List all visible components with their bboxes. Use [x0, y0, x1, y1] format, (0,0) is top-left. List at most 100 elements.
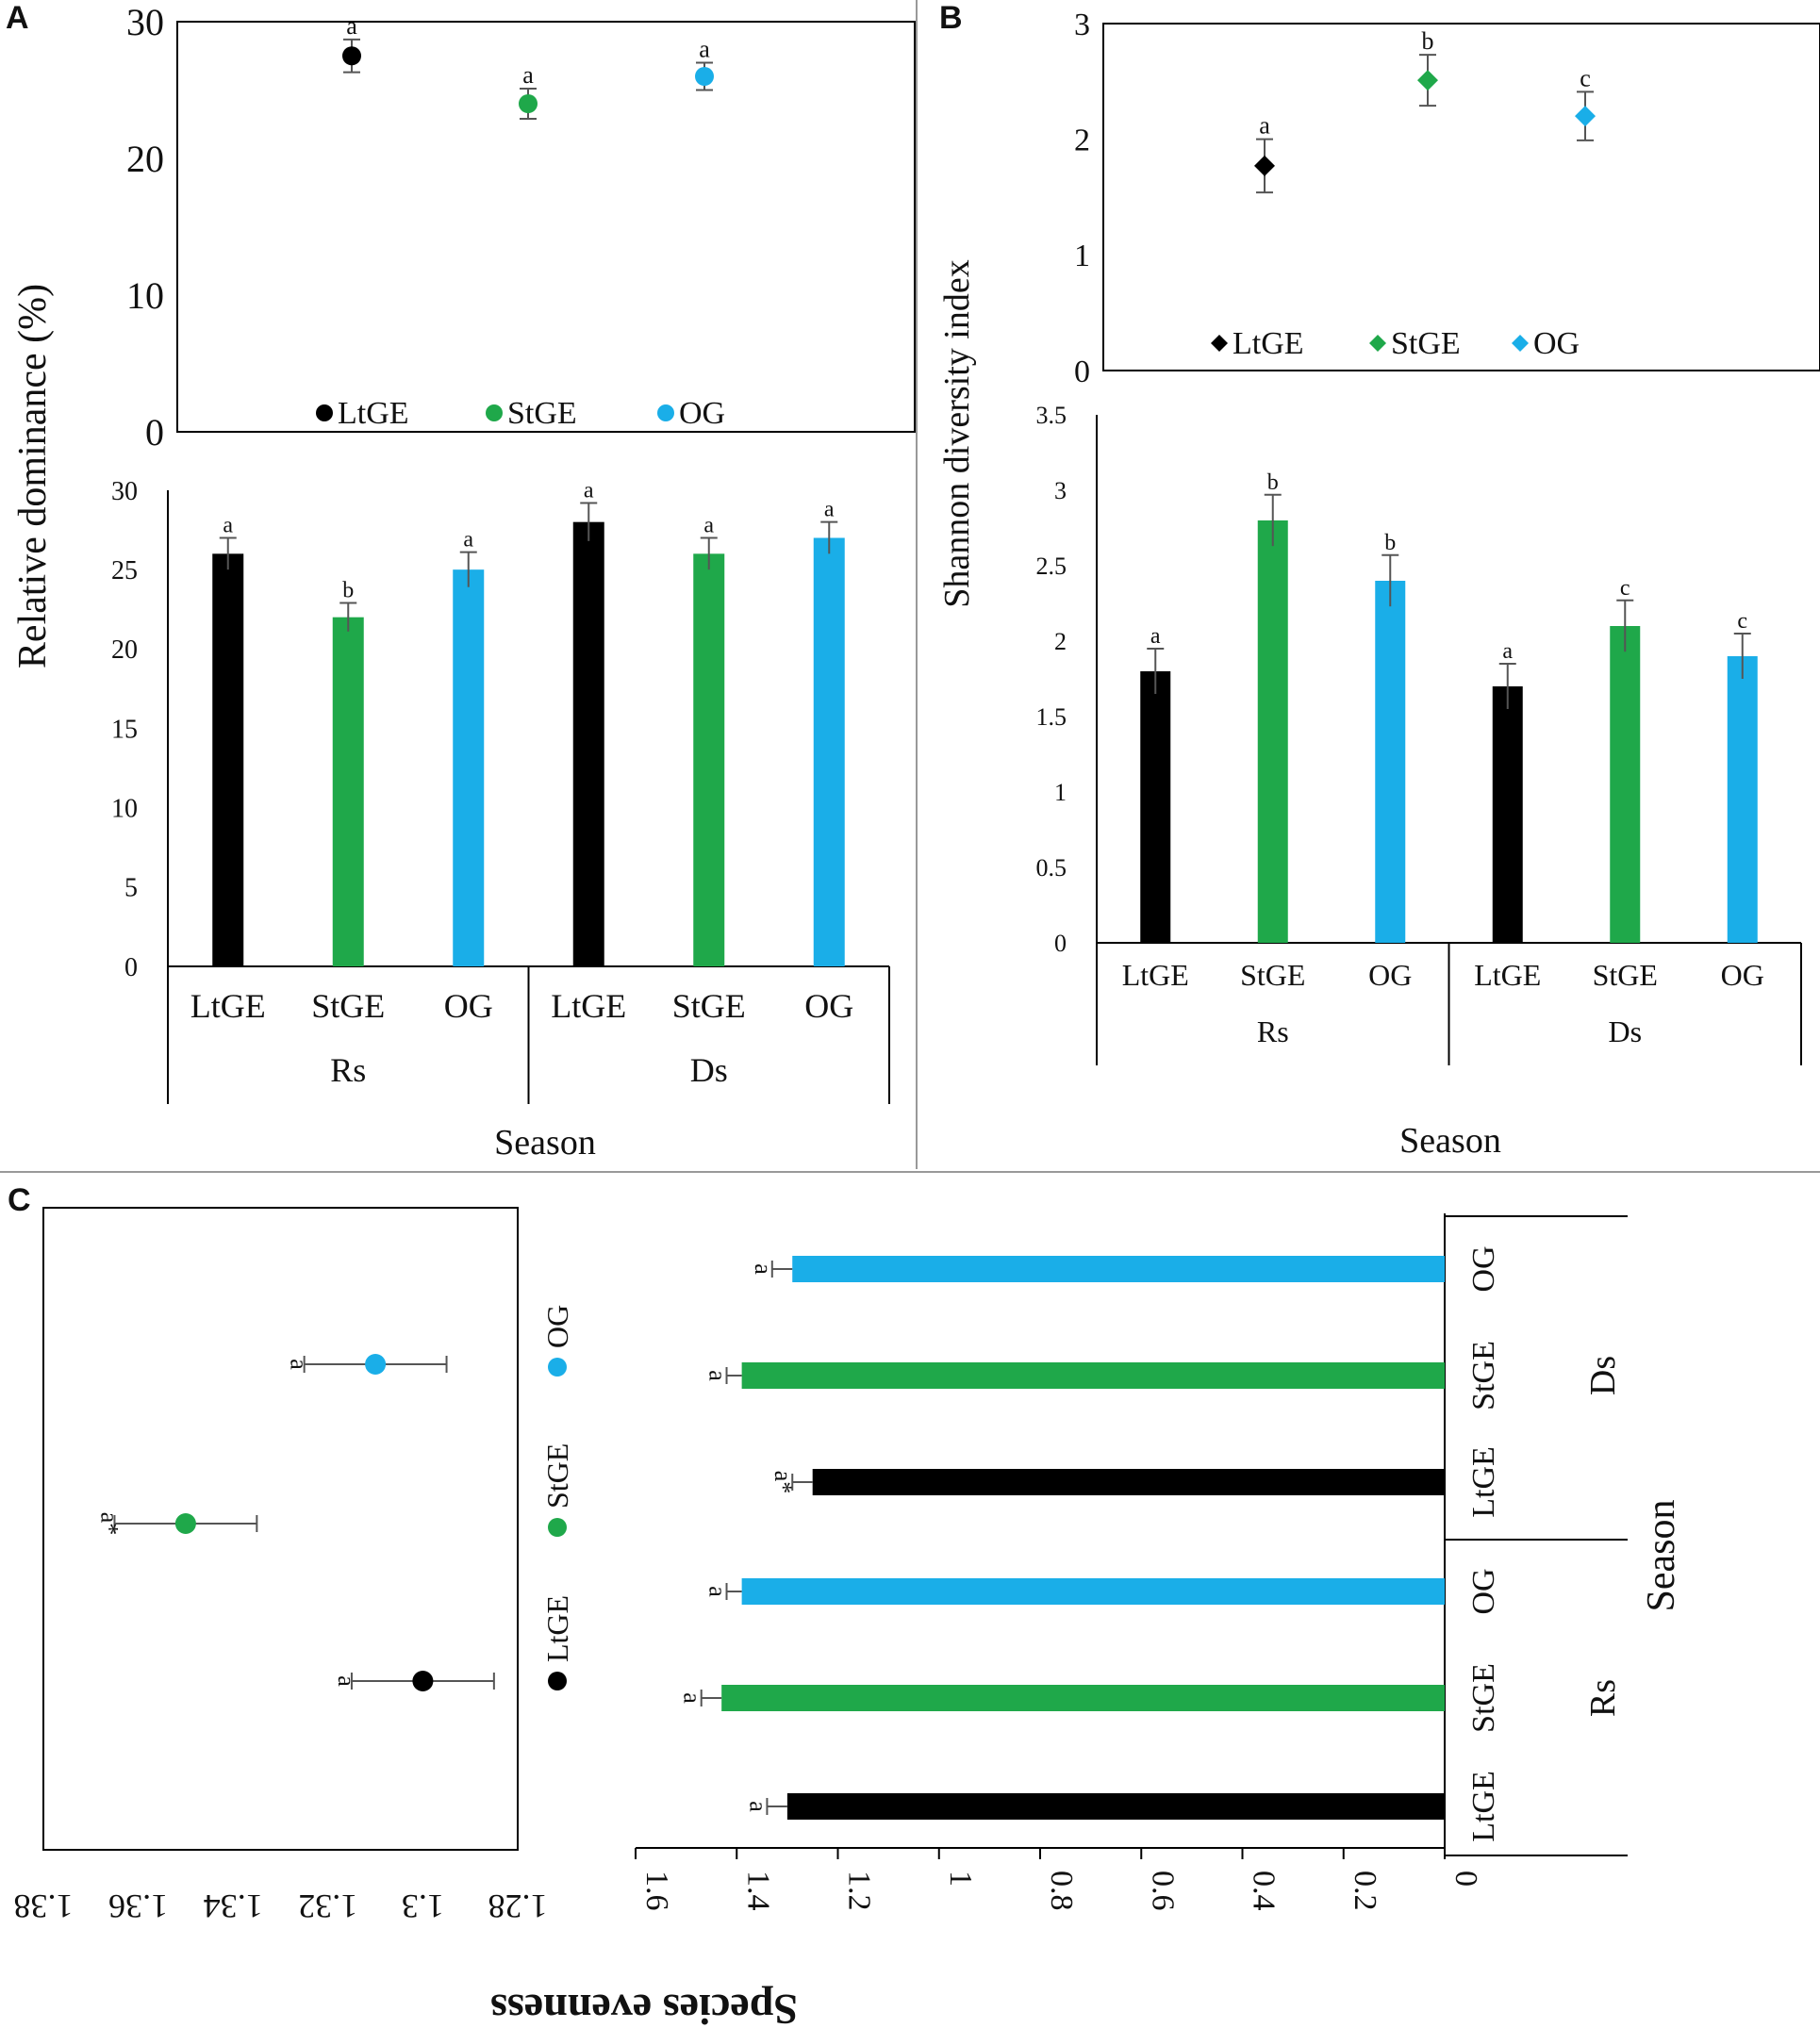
data-point-ltge	[412, 1671, 434, 1691]
legend-marker-ltge	[316, 404, 333, 421]
x-tick-label: 1.34	[204, 1888, 263, 1925]
significance-letter: a	[679, 1692, 706, 1704]
bar-ltge	[1140, 671, 1171, 943]
x-category-label: LtGE	[1474, 958, 1541, 992]
x-tick-label: 1.2	[842, 1871, 877, 1911]
y-category-label: LtGE	[1466, 1771, 1501, 1842]
legend-label-stge: StGE	[507, 396, 577, 431]
y-category-label: StGE	[1466, 1663, 1501, 1733]
legend-marker-stge	[1369, 335, 1386, 352]
significance-letter: a	[223, 514, 233, 538]
bar-og	[1727, 656, 1758, 943]
significance-letter: a	[1502, 639, 1513, 664]
legend-marker-ltge	[1211, 335, 1228, 352]
y-category-label: StGE	[1466, 1341, 1501, 1410]
bar-stge	[332, 617, 364, 966]
x-tick-label: 1.38	[14, 1888, 74, 1925]
significance-letter: a	[699, 36, 710, 63]
x-tick-label: 1.3	[402, 1888, 444, 1925]
y-tick-label: 10	[111, 794, 138, 823]
x-category-label: OG	[1721, 958, 1764, 992]
significance-letter: a	[704, 1370, 732, 1381]
y-tick-label: 2	[1054, 628, 1067, 655]
bar-og	[813, 537, 845, 966]
bar-og	[453, 569, 485, 966]
bar-ltge	[1492, 686, 1523, 943]
legend-marker-ltge	[548, 1672, 567, 1690]
y-tick-label: 30	[111, 477, 138, 506]
bar-og	[1375, 581, 1406, 943]
y-category-label: OG	[1466, 1245, 1501, 1292]
significance-letter: a	[1259, 112, 1270, 140]
significance-letter: a	[286, 1359, 313, 1370]
y-tick-label: 1	[1074, 239, 1090, 273]
legend-label-stge: StGE	[1391, 326, 1461, 361]
significance-letter: a	[522, 61, 534, 89]
y-tick-label: 1.5	[1036, 703, 1067, 731]
x-category-label: StGE	[1240, 958, 1305, 992]
panel-letter-b: B	[939, 0, 963, 36]
y-tick-label: 30	[126, 1, 164, 43]
significance-letter: a	[750, 1263, 777, 1275]
data-point-ltge	[342, 46, 361, 66]
y-axis-title: Shannon diversity index	[937, 259, 977, 607]
y-tick-label: 20	[111, 635, 138, 665]
x-axis-title: Season	[1399, 1121, 1501, 1161]
significance-letter: a	[703, 514, 714, 538]
significance-letter: a	[824, 498, 835, 522]
bar-ltge	[786, 1793, 1445, 1820]
legend-label-og: OG	[540, 1305, 574, 1348]
legend-label-ltge: LtGE	[540, 1595, 574, 1662]
bar-ltge	[572, 521, 604, 966]
legend-marker-og	[657, 404, 674, 421]
y-tick-label: 10	[126, 274, 164, 317]
y-category-label: OG	[1466, 1568, 1501, 1614]
significance-letter: a	[584, 478, 594, 503]
significance-letter: a*	[769, 1471, 797, 1494]
panel-letter-c: C	[8, 1182, 31, 1218]
significance-letter: b	[342, 579, 354, 603]
x-axis-title: Species evenness	[490, 1986, 798, 2028]
y-tick-label: 2	[1074, 124, 1090, 158]
y-tick-label: 3	[1074, 8, 1090, 42]
y-axis-title: Relative dominance (%)	[11, 284, 55, 668]
x-category-label: StGE	[672, 987, 746, 1025]
y-tick-label: 5	[124, 874, 138, 903]
significance-letter: a	[1150, 624, 1161, 649]
panel-letter-a: A	[6, 0, 29, 36]
bar-og	[741, 1578, 1445, 1605]
plot-frame	[1102, 23, 1820, 371]
x-category-label: OG	[804, 987, 853, 1025]
significance-letter: b	[1384, 531, 1396, 555]
x-tick-label: 1	[943, 1871, 978, 1887]
significance-letter: a	[704, 1586, 732, 1597]
legend-marker-og	[1512, 335, 1529, 352]
y-tick-label: 25	[111, 556, 138, 585]
x-category-label: LtGE	[1122, 958, 1189, 992]
x-tick-label: 0.8	[1044, 1871, 1079, 1911]
data-point-ltge	[1254, 155, 1275, 176]
plot-frame	[42, 1207, 519, 1851]
significance-letter: c	[1620, 576, 1630, 601]
y-tick-label: 3	[1054, 477, 1067, 504]
x-category-label: LtGE	[551, 987, 626, 1025]
bar-ltge	[812, 1469, 1445, 1495]
data-point-og	[1575, 106, 1596, 127]
legend-label-og: OG	[1533, 326, 1580, 361]
y-tick-label: 3.5	[1036, 402, 1067, 429]
significance-letter: a	[346, 12, 357, 40]
y-tick-label: 1	[1054, 779, 1067, 806]
chart-c-left: 1.28 1.3 1.32 1.34 1.36 1.38 a a* a LtGE StGE OG	[14, 1207, 574, 1925]
x-tick-label: 0.6	[1145, 1871, 1180, 1911]
significance-letter: b	[1422, 27, 1434, 55]
y-tick-label: 0	[124, 953, 138, 982]
x-axis-title: Season	[494, 1123, 596, 1162]
legend-label-stge: StGE	[540, 1443, 574, 1509]
season-label: Rs	[1257, 1014, 1289, 1048]
y-tick-label: 0	[145, 411, 164, 453]
y-axis-title: Season	[1640, 1500, 1683, 1612]
significance-letter: a	[744, 1801, 771, 1812]
x-category-label: OG	[444, 987, 493, 1025]
y-tick-label: 0	[1074, 354, 1090, 389]
